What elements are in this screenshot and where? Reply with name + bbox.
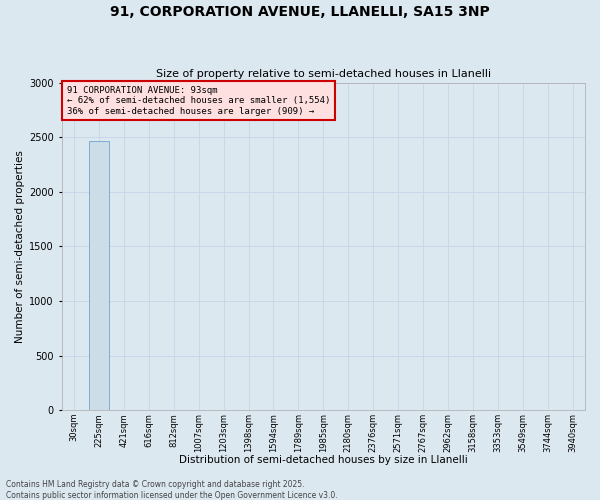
Text: 91 CORPORATION AVENUE: 93sqm
← 62% of semi-detached houses are smaller (1,554)
3: 91 CORPORATION AVENUE: 93sqm ← 62% of se… (67, 86, 330, 116)
Title: Size of property relative to semi-detached houses in Llanelli: Size of property relative to semi-detach… (156, 69, 491, 79)
X-axis label: Distribution of semi-detached houses by size in Llanelli: Distribution of semi-detached houses by … (179, 455, 467, 465)
Text: 91, CORPORATION AVENUE, LLANELLI, SA15 3NP: 91, CORPORATION AVENUE, LLANELLI, SA15 3… (110, 5, 490, 19)
Y-axis label: Number of semi-detached properties: Number of semi-detached properties (15, 150, 25, 343)
Text: Contains HM Land Registry data © Crown copyright and database right 2025.
Contai: Contains HM Land Registry data © Crown c… (6, 480, 338, 500)
Bar (89, 141, 109, 410)
